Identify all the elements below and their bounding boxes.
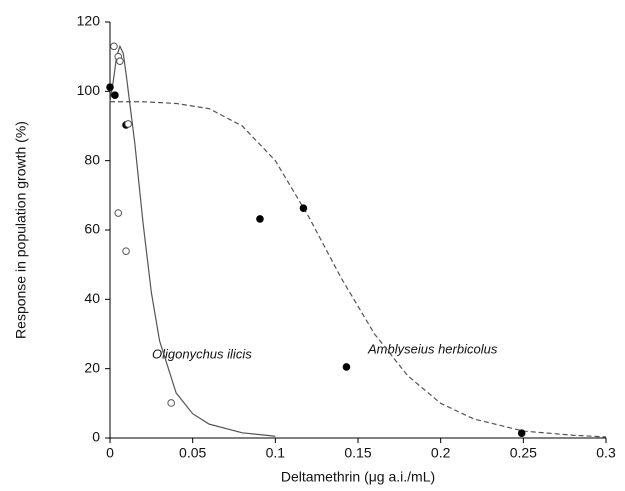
data-point [110, 42, 118, 51]
x-tick-label: 0.25 [510, 445, 537, 461]
data-point [517, 429, 526, 437]
data-point [106, 83, 114, 91]
x-tick-label: 0 [106, 445, 114, 461]
x-tick-label: 0.2 [431, 445, 451, 461]
x-tick-label: 0.15 [344, 445, 371, 461]
y-tick-label: 80 [84, 151, 100, 167]
x-tick-label: 0.3 [596, 445, 616, 461]
data-point [299, 204, 308, 212]
x-tick-label: 0.05 [179, 445, 206, 461]
y-tick-label: 120 [77, 13, 101, 29]
y-tick-label: 40 [84, 290, 100, 306]
x-axis-title: Deltamethrin (μg a.i./mL) [281, 469, 435, 485]
y-axis-title: Response in population growth (%) [13, 121, 29, 339]
annotation: Amblyseius herbicolus [367, 341, 498, 356]
data-point [116, 57, 124, 65]
data-point [114, 209, 123, 217]
y-tick-label: 0 [92, 429, 100, 445]
data-point [256, 215, 264, 223]
data-point [124, 120, 132, 128]
data-point [122, 247, 130, 255]
x-tick-label: 0.1 [266, 445, 286, 461]
fit-curve [110, 101, 607, 438]
fit-curve [109, 44, 276, 437]
data-point [342, 363, 351, 371]
annotation: Oligonychus ilicis [152, 346, 252, 361]
y-tick-label: 60 [84, 221, 100, 237]
data-point [167, 399, 175, 407]
data-point [111, 91, 119, 99]
y-tick-label: 100 [77, 82, 101, 98]
y-tick-label: 20 [84, 359, 100, 375]
